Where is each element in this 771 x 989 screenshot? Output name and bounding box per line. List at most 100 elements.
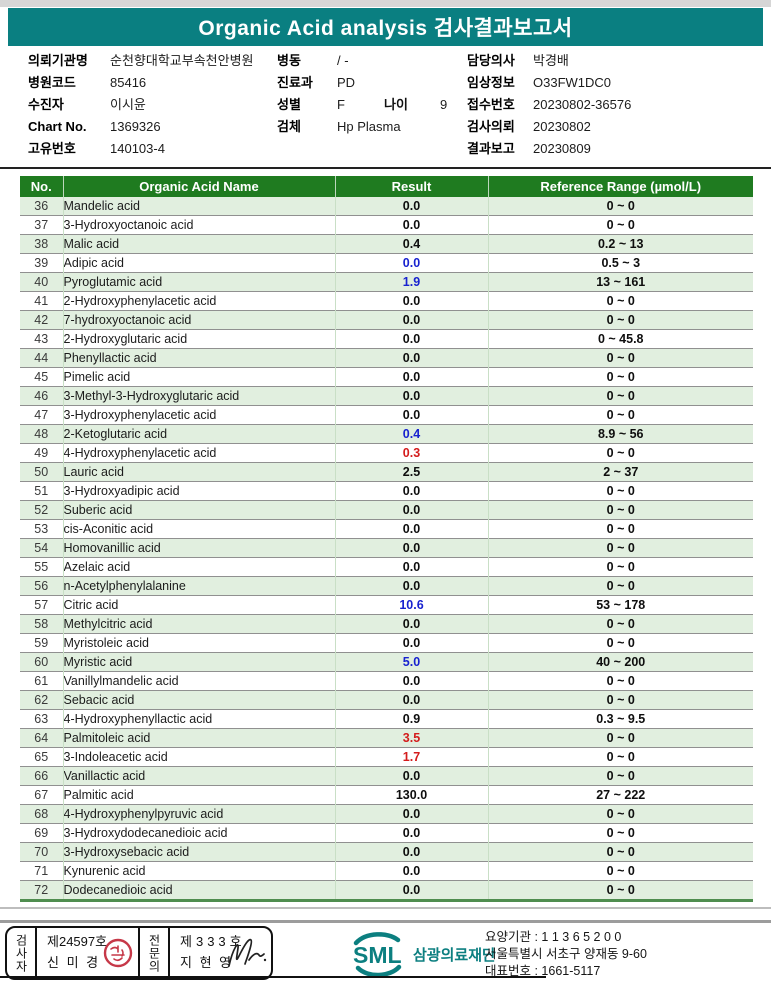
table-row: 51 3-Hydroxyadipic acid 0.0 0 ~ 0: [20, 481, 753, 501]
table-row: 38 Malic acid 0.4 0.2 ~ 13: [20, 234, 753, 254]
cell-result: 0.0: [334, 329, 488, 349]
cell-no: 38: [34, 237, 49, 251]
examiner-cell: 제24597호 신 미 경: [37, 928, 138, 978]
cell-no: 70: [34, 845, 49, 859]
organic-acid-results-table: No. Organic Acid Name Result Reference R…: [20, 176, 753, 902]
cell-no: 53: [34, 522, 49, 536]
specialist-name: 지 현 영: [180, 955, 234, 970]
cell-result: 0.0: [334, 538, 488, 558]
cell-name: 3-Methyl-3-Hydroxyglutaric acid: [62, 386, 335, 406]
info-row: 임상정보 O33FW1DC0: [467, 72, 631, 94]
company-info-line: 요양기관 : 1 1 3 6 5 2 0 0: [485, 930, 622, 944]
table-row: 47 3-Hydroxyphenylacetic acid 0.0 0 ~ 0: [20, 405, 753, 425]
info-row: 검사의뢰 20230802: [467, 116, 631, 138]
cell-result: 0.0: [334, 367, 488, 387]
header-result: Result: [334, 176, 488, 197]
cell-range: 0 ~ 0: [487, 348, 753, 368]
cell-result: 10.6: [334, 595, 488, 615]
cell-range: 0 ~ 0: [487, 197, 753, 216]
cell-name: Phenyllactic acid: [62, 348, 335, 368]
cell-name: Sebacic acid: [62, 690, 335, 710]
cell-no: 54: [34, 541, 49, 555]
cell-result: 0.0: [334, 633, 488, 653]
cell-no: 36: [34, 199, 49, 213]
examiner-role-label: 검사자: [14, 933, 28, 973]
field-label: 접수번호: [467, 97, 515, 112]
cell-no: 56: [34, 579, 49, 593]
cell-no: 61: [34, 674, 49, 688]
field-label: 임상정보: [467, 75, 515, 90]
cell-name: Myristic acid: [62, 652, 335, 672]
cell-range: 0 ~ 0: [487, 880, 753, 901]
field-value: 20230802-36576: [533, 97, 632, 112]
info-row: 병원코드 85416: [28, 72, 254, 94]
field-value: / -: [337, 53, 349, 68]
field-value: 박경배: [533, 53, 569, 68]
cell-name: Methylcitric acid: [62, 614, 335, 634]
cell-result: 0.0: [334, 291, 488, 311]
patient-info-col2: 병동 / - 진료과 PD 성별 F 나이 9 검체 Hp Plasma: [277, 50, 447, 138]
cell-range: 0 ~ 0: [487, 386, 753, 406]
field-label: 병원코드: [28, 75, 76, 90]
cell-no: 44: [34, 351, 49, 365]
specialist-cell: 제333호 지 현 영: [170, 928, 271, 978]
cell-name: Pyroglutamic acid: [62, 272, 335, 292]
cell-result: 0.0: [334, 348, 488, 368]
cell-range: 0 ~ 0: [487, 310, 753, 330]
cell-name: Pimelic acid: [62, 367, 335, 387]
cell-name: 4-Hydroxyphenyllactic acid: [62, 709, 335, 729]
cell-range: 0 ~ 0: [487, 405, 753, 425]
field-value: O33FW1DC0: [533, 75, 612, 90]
cell-no: 47: [34, 408, 49, 422]
cell-no: 57: [34, 598, 49, 612]
field-value: PD: [337, 75, 356, 90]
red-seal-stamp-icon: [103, 938, 133, 968]
cell-no: 46: [34, 389, 49, 403]
cell-range: 0 ~ 0: [487, 519, 753, 539]
cell-result: 0.0: [334, 671, 488, 691]
cell-result: 0.0: [334, 576, 488, 596]
cell-no: 41: [34, 294, 49, 308]
field-value: 20230809: [533, 141, 591, 156]
cell-name: 3-Hydroxydodecanedioic acid: [62, 823, 335, 843]
cell-no: 67: [34, 788, 49, 802]
cell-no: 39: [34, 256, 49, 270]
cell-range: 40 ~ 200: [487, 652, 753, 672]
cell-result: 0.0: [334, 253, 488, 273]
header-no: No.: [20, 176, 63, 197]
cell-name: 3-Hydroxyadipic acid: [62, 481, 335, 501]
examiner-cert-no: 제24597호: [47, 934, 108, 949]
info-row: 고유번호 140103-4: [28, 138, 254, 160]
cell-result: 1.9: [334, 272, 488, 292]
cell-range: 0 ~ 0: [487, 842, 753, 862]
cell-result: 0.0: [334, 557, 488, 577]
info-row: 병동 / -: [277, 50, 447, 72]
cell-result: 0.0: [334, 823, 488, 843]
table-row: 64 Palmitoleic acid 3.5 0 ~ 0: [20, 728, 753, 748]
cell-range: 0 ~ 0: [487, 804, 753, 824]
cell-range: 0 ~ 0: [487, 576, 753, 596]
cell-range: 0 ~ 0: [487, 538, 753, 558]
sml-logo-text: SML: [353, 942, 402, 968]
cell-result: 0.0: [334, 310, 488, 330]
table-row: 70 3-Hydroxysebacic acid 0.0 0 ~ 0: [20, 842, 753, 862]
table-row: 54 Homovanillic acid 0.0 0 ~ 0: [20, 538, 753, 558]
cell-range: 0 ~ 0: [487, 614, 753, 634]
cell-result: 0.0: [334, 197, 488, 216]
field-label: 성별: [277, 97, 301, 112]
specialist-role-label: 전문의: [147, 933, 161, 973]
examiner-role-cell: 검사자: [7, 928, 37, 978]
table-row: 48 2-Ketoglutaric acid 0.4 8.9 ~ 56: [20, 424, 753, 444]
cell-name: Lauric acid: [62, 462, 335, 482]
field-label: 고유번호: [28, 141, 76, 156]
cell-result: 130.0: [334, 785, 488, 805]
info-row: Chart No. 1369326: [28, 116, 254, 138]
footer-divider-thin: [0, 907, 771, 909]
cell-range: 2 ~ 37: [487, 462, 753, 482]
table-row: 63 4-Hydroxyphenyllactic acid 0.9 0.3 ~ 9.5: [20, 709, 753, 729]
table-row: 69 3-Hydroxydodecanedioic acid 0.0 0 ~ 0: [20, 823, 753, 843]
table-row: 59 Myristoleic acid 0.0 0 ~ 0: [20, 633, 753, 653]
bottom-edge-line: [0, 976, 546, 978]
info-row: 진료과 PD: [277, 72, 447, 94]
cell-name: 3-Hydroxysebacic acid: [62, 842, 335, 862]
